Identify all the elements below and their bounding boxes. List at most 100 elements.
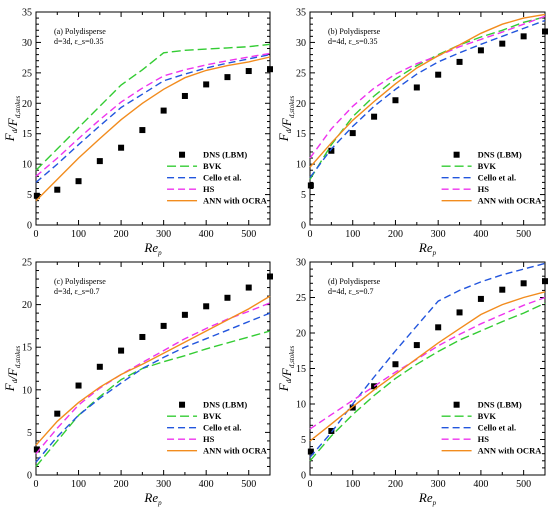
data-point-dns: [118, 347, 125, 354]
data-point-dns: [392, 361, 399, 368]
x-tick-label: 200: [388, 229, 403, 240]
data-point-dns: [435, 324, 442, 331]
y-tick-label: 30: [296, 258, 306, 269]
series-line-bvk: [35, 43, 271, 171]
data-point-dns: [181, 311, 188, 318]
data-point-dns: [33, 446, 40, 453]
data-point-dns: [54, 186, 61, 193]
x-axis-title: Rep: [418, 240, 437, 257]
data-point-dns: [160, 107, 167, 114]
data-point-dns: [520, 33, 527, 40]
data-point-dns: [499, 286, 506, 293]
data-point-dns: [542, 28, 548, 35]
x-tick-label: 400: [199, 479, 214, 490]
data-point-dns: [456, 58, 463, 65]
y-tick-label: 5: [27, 428, 32, 439]
plot-frame: [309, 11, 546, 226]
y-tick-label: 20: [296, 99, 306, 110]
legend-label: DNS (LBM): [478, 150, 522, 160]
y-tick-label: 20: [22, 99, 32, 110]
legend-label: DNS (LBM): [203, 150, 247, 160]
y-tick-label: 0: [27, 221, 32, 232]
y-tick-label: 25: [22, 258, 32, 269]
y-tick-label: 0: [301, 221, 306, 232]
y-tick-label: 0: [27, 471, 32, 482]
x-tick-label: 0: [34, 229, 39, 240]
x-tick-label: 200: [388, 479, 403, 490]
legend-label: BVK: [203, 161, 222, 171]
legend-marker: [179, 401, 186, 408]
legend-label: ANN with OCRA: [203, 446, 268, 456]
legend: DNS (LBM)BVK Cello et al.HS ANN with OCRA: [167, 400, 268, 456]
plot-frame: [35, 261, 271, 476]
data-point-dns: [54, 410, 61, 417]
data-point-dns: [245, 284, 252, 291]
legend-label: BVK: [478, 411, 497, 421]
data-point-dns: [307, 182, 314, 189]
y-tick-label: 10: [296, 400, 306, 411]
data-point-dns: [203, 303, 210, 310]
series-line-cello-et-al-: [35, 53, 271, 183]
legend-marker: [179, 151, 186, 158]
y-tick-label: 25: [22, 68, 32, 79]
data-point-dns: [413, 342, 420, 349]
chart-panel-d: 0 100 200 300 400 500 0 5 10 15 20 25 30 Rep Fd/Fd,sto…: [276, 258, 548, 507]
series-line-hs: [309, 15, 546, 159]
x-tick-label: 300: [431, 479, 446, 490]
data-point-dns: [224, 74, 231, 81]
series-line-cello-et-al-: [35, 312, 271, 463]
data-point-dns: [392, 97, 399, 104]
data-point-dns: [139, 333, 146, 340]
series-line-ann-with-ocra: [309, 291, 546, 442]
data-point-dns: [328, 147, 335, 154]
data-point-dns: [520, 280, 527, 287]
data-point-dns: [477, 295, 484, 302]
data-point-dns: [328, 427, 335, 434]
x-tick-label: 0: [34, 479, 39, 490]
panel-annotation: (d) Polydisperse: [328, 277, 381, 286]
x-tick-label: 300: [156, 229, 171, 240]
x-tick-label: 400: [199, 229, 214, 240]
series-line-hs: [35, 302, 271, 455]
data-point-dns: [542, 278, 548, 285]
data-point-dns: [224, 294, 231, 301]
y-tick-label: 35: [296, 8, 306, 19]
data-point-dns: [75, 178, 82, 185]
x-tick-label: 500: [516, 479, 531, 490]
data-point-dns: [371, 383, 378, 390]
legend: DNS (LBM)BVK Cello et al.HS ANN with OCRA: [441, 400, 543, 456]
data-point-dns: [160, 322, 167, 329]
y-tick-label: 5: [301, 190, 306, 201]
data-point-dns: [477, 47, 484, 54]
x-tick-label: 100: [345, 479, 360, 490]
y-tick-label: 30: [22, 38, 32, 49]
legend-label: DNS (LBM): [478, 400, 522, 410]
chart-panel-a: 0 100 200 300 400 500 0 5 10 15 20 25 30 35 Rep Fd/Fd,s…: [2, 8, 273, 257]
y-axis-title: Fd/Fd,stokes: [276, 346, 296, 393]
plot-frame: [35, 11, 271, 226]
legend-marker: [453, 151, 460, 158]
data-point-dns: [267, 66, 273, 73]
x-tick-label: 100: [71, 479, 86, 490]
data-point-dns: [96, 158, 103, 165]
x-tick-label: 300: [156, 479, 171, 490]
y-tick-label: 25: [296, 293, 306, 304]
panel-annotation: d=4d, ε_s=0.35: [328, 37, 378, 46]
x-tick-label: 400: [473, 229, 488, 240]
y-tick-label: 20: [296, 329, 306, 340]
x-tick-label: 500: [241, 229, 256, 240]
data-point-dns: [118, 144, 125, 151]
legend-label: ANN with OCRA: [478, 446, 543, 456]
series-line-ann-with-ocra: [35, 56, 271, 202]
series-line-cello-et-al-: [309, 262, 546, 458]
panel-annotation: d=3d, ε_s=0.7: [54, 287, 100, 296]
data-point-dns: [139, 127, 146, 134]
x-tick-label: 200: [114, 229, 129, 240]
panel-annotation: (a) Polydisperse: [54, 27, 106, 36]
y-axis-title: Fd/Fd,stokes: [276, 96, 296, 143]
series-line-ann-with-ocra: [309, 13, 546, 168]
data-point-dns: [203, 81, 210, 88]
y-tick-label: 10: [296, 160, 306, 171]
legend-label: Cello et al.: [478, 173, 516, 183]
